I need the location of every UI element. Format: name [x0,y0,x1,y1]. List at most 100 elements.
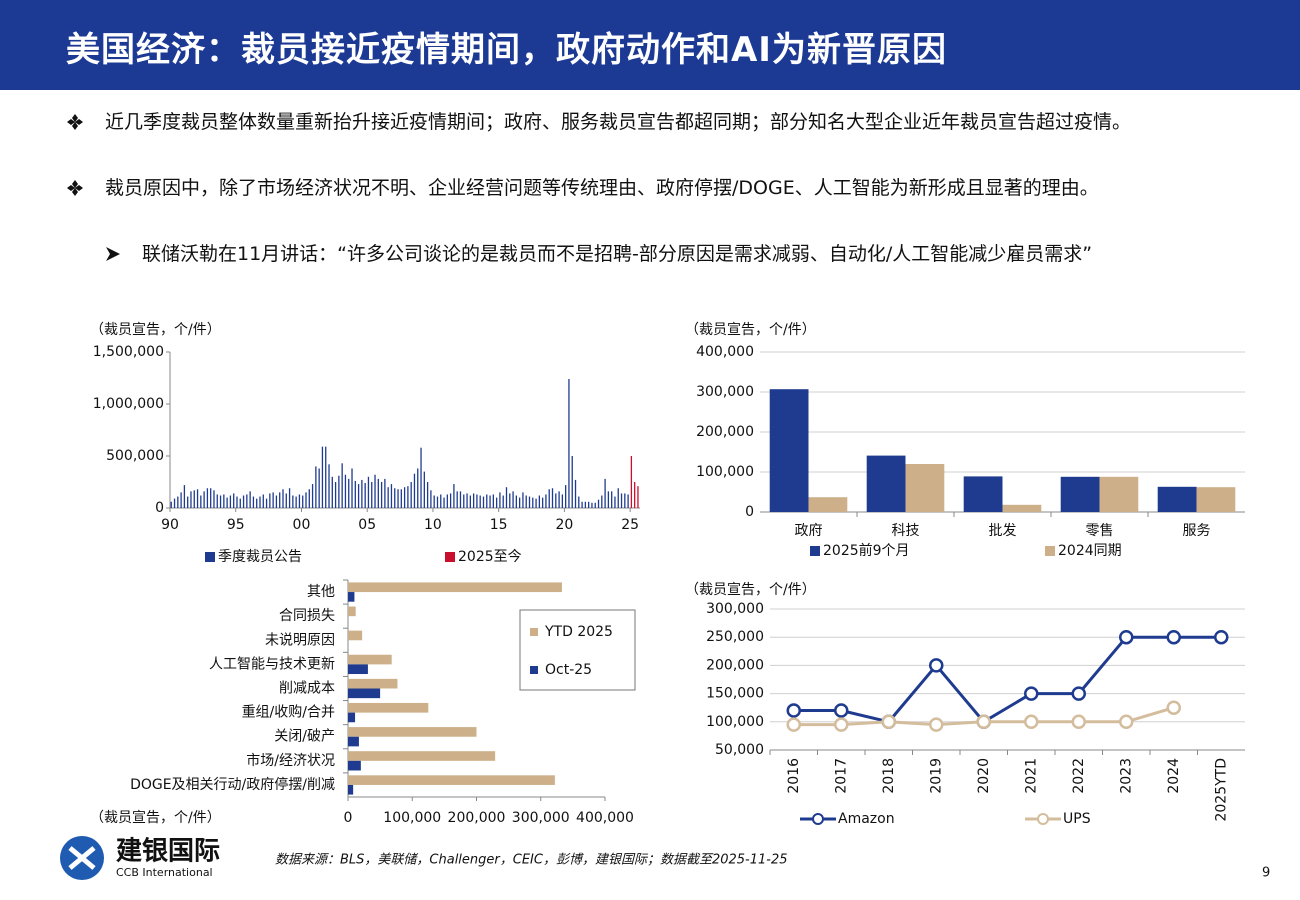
bullet-text: 联储沃勒在11月讲话：“许多公司谈论的是裁员而不是招聘-部分原因是需求减弱、自动… [142,243,1093,265]
y-tick-label: 300,000 [706,601,764,617]
bar [433,495,435,508]
bar [551,488,554,508]
x-tick-label: 100,000 [383,810,441,826]
bar [308,489,310,508]
x-tick-label: 2017 [833,758,849,794]
bar [630,456,633,508]
bar [305,492,307,508]
x-tick-label: 2018 [881,758,897,794]
bar [443,497,445,508]
y-tick-label: 削减成本 [279,681,335,697]
bar [1099,476,1139,512]
bar [535,498,537,508]
bar [348,478,350,508]
axis-label: （裁员宣告，个/件） [90,810,221,826]
x-tick-label: 90 [161,517,179,533]
bar [578,496,580,508]
bar [459,491,462,508]
x-tick-label: 00 [293,517,311,533]
x-tick-label: 零售 [1086,523,1114,539]
logo-mark [68,846,96,870]
bar [634,482,636,508]
bar [348,664,368,675]
point [1166,700,1181,715]
bar [472,493,475,508]
bar [236,496,238,508]
bar [348,582,562,593]
bar [246,494,248,508]
bar [482,496,485,508]
bar [436,496,439,508]
bar [380,482,383,508]
page-number: 9 [1262,866,1270,881]
bar [216,494,218,508]
bar [374,474,376,508]
x-tick-label: 2024 [1166,758,1182,794]
bar [525,495,527,508]
bar [449,493,452,508]
y-tick-label: 市场/经济状况 [246,752,335,769]
bullet-text: 近几季度裁员整体数量重新抬升接近疫情期间；政府、服务裁员宣告都超同期；部分知名大… [105,111,1132,133]
bar [367,476,370,508]
y-tick-label: 1,000,000 [93,396,164,412]
bar [417,468,419,508]
x-tick-label: 2021 [1023,758,1039,794]
bar [512,491,514,508]
bar [963,476,1003,512]
legend-swatch [445,552,455,562]
legend-label: Amazon [838,811,895,827]
y-tick-label: 其他 [307,584,335,600]
x-tick-label: 2020 [976,758,992,794]
bar [200,495,202,508]
slide-title: 美国经济：裁员接近疫情期间，政府动作和AI为新晋原因 [66,30,947,70]
bar [489,495,491,508]
legend-label: Oct-25 [545,662,592,678]
x-tick-label: 2025YTD [1213,758,1229,822]
bar [808,497,848,512]
bar [509,493,511,508]
bar [275,495,278,508]
bar [614,496,616,508]
y-tick-label: DOGE及相关行动/政府停摆/削减 [130,776,335,793]
y-tick-label: 400,000 [696,344,754,360]
x-tick-label: 05 [358,517,376,533]
bar [348,775,555,785]
bar [426,482,429,508]
point [1119,629,1134,645]
bar [249,491,251,508]
point [1119,714,1134,730]
x-tick-label: 400,000 [576,810,634,826]
bar [354,480,356,508]
bar [495,497,498,508]
y-tick-label: 重组/收购/合并 [242,705,335,721]
bar [400,489,402,508]
x-tick-label: 服务 [1183,523,1211,539]
bar [338,475,340,508]
bar [279,492,281,508]
bar [403,487,406,508]
legend-swatch [810,546,820,556]
bullet-icon [67,180,83,196]
bar [348,630,363,641]
bar [328,464,330,508]
legend-label: 2025至今 [458,549,522,565]
bar [568,379,570,508]
bar [348,592,355,602]
point [834,703,849,718]
bar [348,702,429,713]
bar [344,474,347,508]
bar [571,456,573,508]
bar [420,447,422,508]
bar [611,491,613,508]
bar [269,493,271,508]
bar [486,494,488,508]
bullet-text: 裁员原因中，除了市场经济状况不明、企业经营问题等传统理由、政府停摆/DOGE、人… [105,177,1099,199]
bar [905,464,945,512]
bar [295,496,297,508]
point [1071,714,1086,730]
bar [177,496,179,508]
point [1024,686,1039,701]
bar [285,493,287,508]
bar [541,497,544,508]
